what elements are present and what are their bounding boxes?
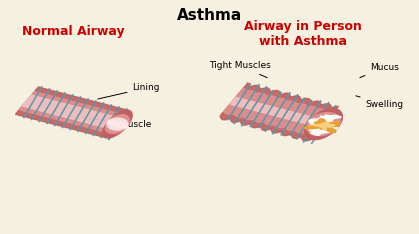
Polygon shape: [19, 92, 125, 133]
Polygon shape: [107, 118, 128, 130]
Polygon shape: [318, 127, 333, 131]
Polygon shape: [106, 115, 129, 133]
Polygon shape: [324, 115, 341, 120]
Polygon shape: [107, 119, 127, 129]
Polygon shape: [108, 120, 127, 128]
Polygon shape: [108, 122, 127, 127]
Polygon shape: [311, 130, 329, 135]
Polygon shape: [107, 119, 127, 129]
Polygon shape: [108, 121, 127, 128]
Text: Swelling: Swelling: [356, 96, 404, 109]
Polygon shape: [309, 119, 338, 129]
Polygon shape: [220, 83, 339, 141]
Text: Tight Muscles: Tight Muscles: [210, 62, 271, 78]
Polygon shape: [304, 119, 340, 133]
Polygon shape: [305, 109, 342, 140]
Text: Mucus: Mucus: [360, 63, 398, 78]
Text: Normal Airway: Normal Airway: [22, 25, 125, 37]
Polygon shape: [230, 97, 326, 128]
Polygon shape: [318, 116, 333, 121]
Text: Muscle: Muscle: [83, 117, 151, 129]
Polygon shape: [103, 110, 132, 138]
Polygon shape: [108, 122, 127, 127]
Polygon shape: [309, 125, 327, 131]
Polygon shape: [22, 95, 122, 130]
Polygon shape: [313, 122, 335, 130]
Polygon shape: [307, 113, 340, 135]
Polygon shape: [108, 121, 127, 127]
Polygon shape: [108, 120, 127, 128]
Polygon shape: [224, 88, 334, 135]
Polygon shape: [322, 121, 339, 126]
Text: Lining: Lining: [98, 83, 160, 99]
Polygon shape: [16, 87, 129, 138]
Text: Asthma: Asthma: [177, 8, 242, 23]
Text: Airway in Person
with Asthma: Airway in Person with Asthma: [244, 20, 362, 48]
Polygon shape: [108, 121, 127, 127]
